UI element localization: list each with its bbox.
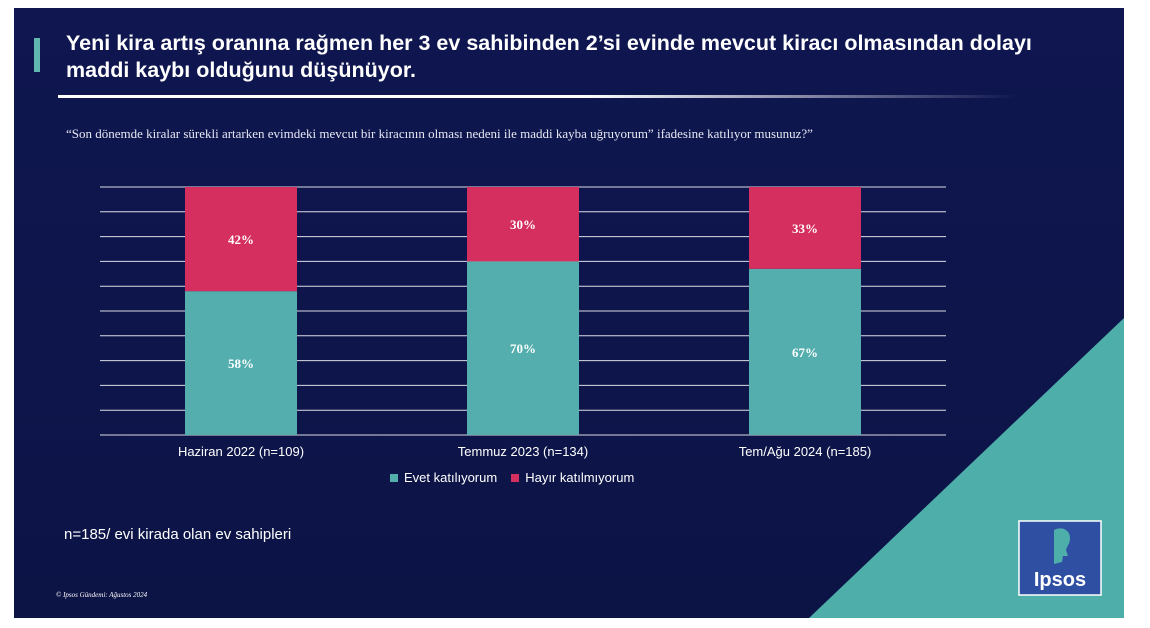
logo-text: Ipsos (1034, 569, 1086, 591)
legend-swatch-evet (390, 473, 398, 482)
data-label-evet-2: 67% (792, 345, 818, 360)
bar-evet-0 (185, 291, 297, 435)
copyright-note: © Ipsos Gündemi: Ağustos 2024 (56, 591, 148, 599)
bar-hayir-1 (467, 187, 579, 262)
bar-evet-2 (749, 268, 861, 435)
sample-footnote: n=185/ evi kirada olan ev sahipleri (64, 526, 292, 543)
ipsos-logo: Ipsos (1018, 520, 1102, 596)
chart-legend: Evet katılıyorum Hayır katılmıyorum (390, 470, 634, 485)
title-accent-bar (34, 38, 40, 72)
data-label-evet-1: 70% (510, 341, 536, 356)
data-label-hayir-2: 33% (792, 221, 818, 236)
category-label-0: Haziran 2022 (n=109) (178, 444, 304, 459)
data-label-hayir-0: 42% (228, 232, 254, 247)
bar-hayir-2 (749, 187, 861, 269)
stacked-bar-chart: 58% 42% Haziran 2022 (n=109) 70% 30% Temmuz 2… (100, 186, 946, 459)
legend-swatch-hayir (511, 473, 520, 482)
legend-label-evet: Evet katılıyorum (404, 470, 498, 485)
bar-hayir-0 (185, 187, 297, 292)
data-label-hayir-1: 30% (510, 217, 536, 232)
slide-title: Yeni kira artış oranına rağmen her 3 ev … (66, 31, 1032, 82)
legend-item-evet: Evet katılıyorum (390, 470, 497, 485)
title-divider (58, 95, 1018, 98)
category-label-2: Tem/Ağu 2024 (n=185) (739, 444, 872, 459)
legend-label-hayir: Hayır katılmıyorum (525, 470, 635, 485)
bar-evet-1 (467, 261, 579, 435)
legend-item-hayir: Hayır katılmıyorum (511, 470, 634, 485)
survey-question: “Son dönemde kiralar sürekli artarken ev… (66, 126, 813, 141)
slide-background: Yeni kira artış oranına rağmen her 3 ev … (14, 8, 1124, 618)
category-label-1: Temmuz 2023 (n=134) (458, 444, 588, 459)
logo-head-icon (1054, 528, 1070, 564)
data-label-evet-0: 58% (228, 356, 254, 371)
